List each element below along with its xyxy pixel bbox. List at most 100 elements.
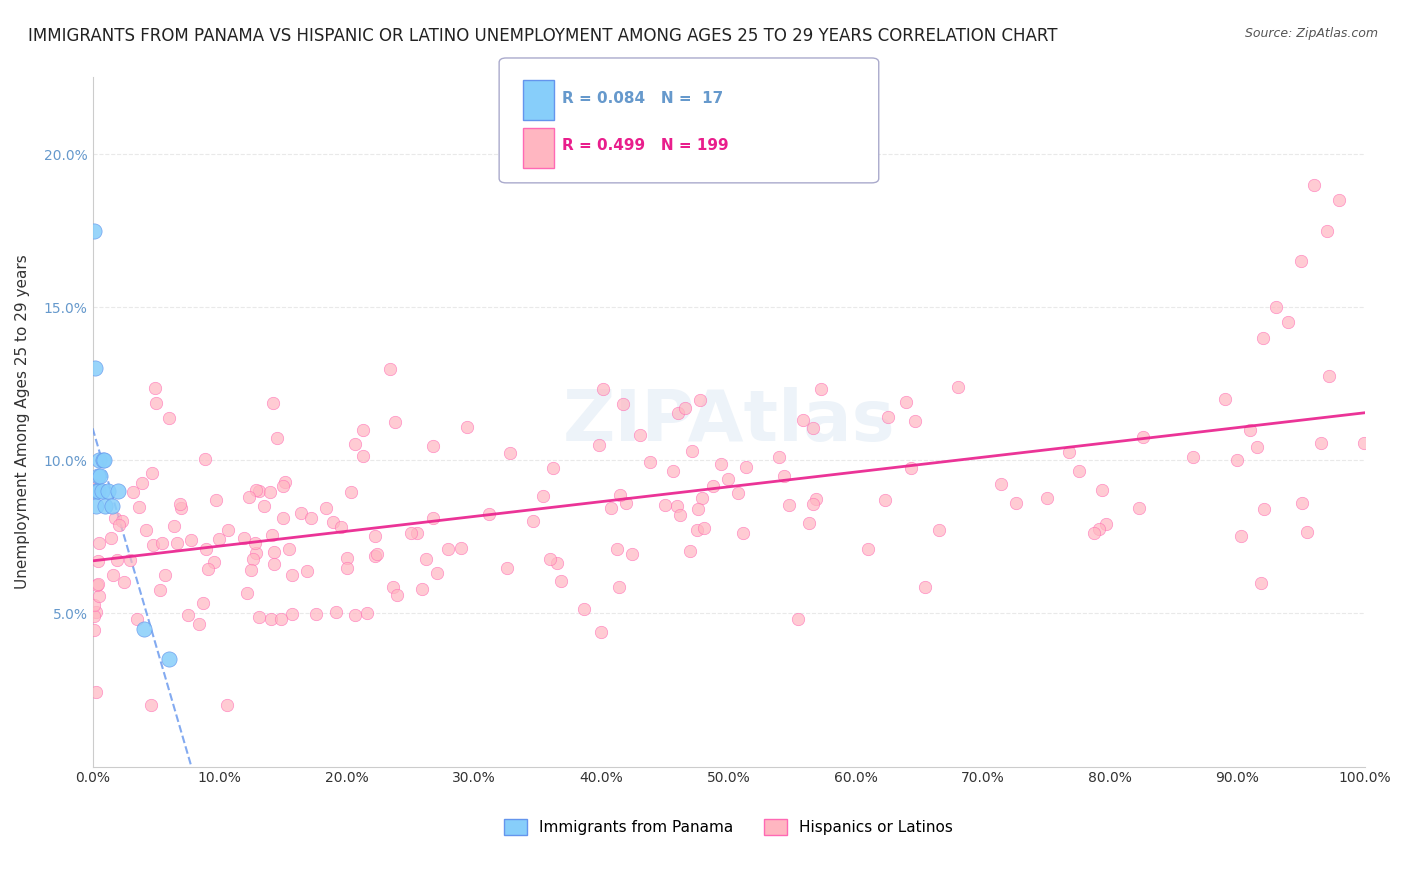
Point <box>614 496 637 510</box>
Point <box>142 538 165 552</box>
Point <box>278 541 301 556</box>
Point <box>1253 501 1275 516</box>
Point <box>382 580 405 594</box>
Point <box>83 608 105 623</box>
Point <box>1239 423 1261 437</box>
Point <box>450 541 472 555</box>
Point <box>399 525 422 540</box>
Point <box>688 502 710 516</box>
Point <box>550 574 572 588</box>
Point <box>1289 254 1312 268</box>
Point <box>666 406 689 420</box>
Point <box>90 483 112 498</box>
Point <box>87 577 110 591</box>
Point <box>93 453 115 467</box>
Point <box>600 501 623 516</box>
Point <box>522 514 544 528</box>
Point <box>141 466 163 480</box>
Point <box>242 551 264 566</box>
Point <box>628 428 651 442</box>
Point <box>84 605 107 619</box>
Point <box>159 411 181 425</box>
Point <box>1315 223 1337 237</box>
Point <box>266 431 288 445</box>
Point <box>804 491 827 506</box>
Text: R = 0.499   N = 199: R = 0.499 N = 199 <box>562 138 730 153</box>
Point <box>607 580 630 594</box>
Point <box>260 528 283 542</box>
Point <box>83 223 105 237</box>
Point <box>778 498 800 512</box>
Point <box>1004 496 1026 510</box>
Point <box>356 607 378 621</box>
Point <box>253 499 276 513</box>
Point <box>689 392 711 407</box>
Point <box>325 605 347 619</box>
Point <box>546 556 568 570</box>
Point <box>315 500 337 515</box>
Point <box>197 562 219 576</box>
Point <box>322 515 344 529</box>
Point <box>97 483 120 498</box>
Point <box>128 500 150 515</box>
Point <box>247 483 270 498</box>
Point <box>727 486 749 500</box>
Point <box>531 489 554 503</box>
Point <box>1181 450 1204 464</box>
Text: ZIPAtlas: ZIPAtlas <box>562 387 896 457</box>
Point <box>89 468 111 483</box>
Point <box>281 607 304 621</box>
Point <box>621 547 644 561</box>
Point <box>125 612 148 626</box>
Point <box>1277 315 1299 329</box>
Point <box>83 480 105 494</box>
Point <box>111 514 134 528</box>
Point <box>1353 436 1375 450</box>
Point <box>340 485 363 500</box>
Point <box>810 382 832 396</box>
Point <box>87 453 110 467</box>
Point <box>681 444 703 458</box>
Point <box>259 484 281 499</box>
Point <box>118 552 141 566</box>
Point <box>232 531 254 545</box>
Point <box>344 437 367 451</box>
Point <box>87 554 110 568</box>
Point <box>786 612 808 626</box>
Point <box>378 362 401 376</box>
Point <box>163 519 186 533</box>
Point <box>238 490 260 504</box>
Point <box>801 420 824 434</box>
Point <box>91 453 114 467</box>
Point <box>107 518 129 533</box>
Point <box>100 500 122 514</box>
Point <box>194 452 217 467</box>
Text: Source: ZipAtlas.com: Source: ZipAtlas.com <box>1244 27 1378 40</box>
Point <box>107 483 129 498</box>
Point <box>94 500 117 514</box>
Point <box>215 698 238 713</box>
Point <box>406 526 429 541</box>
Point <box>236 586 259 600</box>
Point <box>83 478 105 492</box>
Point <box>858 542 880 557</box>
Point <box>366 547 388 561</box>
Point <box>260 612 283 626</box>
Point <box>243 535 266 549</box>
Point <box>499 446 522 460</box>
Point <box>591 625 613 640</box>
Point <box>1250 576 1272 591</box>
Point <box>143 381 166 395</box>
Point <box>640 455 662 469</box>
Point <box>84 361 107 376</box>
Point <box>1132 430 1154 444</box>
Point <box>86 468 108 483</box>
Point <box>1213 392 1236 406</box>
Point <box>180 533 202 548</box>
Point <box>195 542 218 557</box>
Point <box>1310 435 1333 450</box>
Point <box>122 484 145 499</box>
Point <box>217 523 239 537</box>
Point <box>792 413 814 427</box>
Point <box>245 483 267 497</box>
